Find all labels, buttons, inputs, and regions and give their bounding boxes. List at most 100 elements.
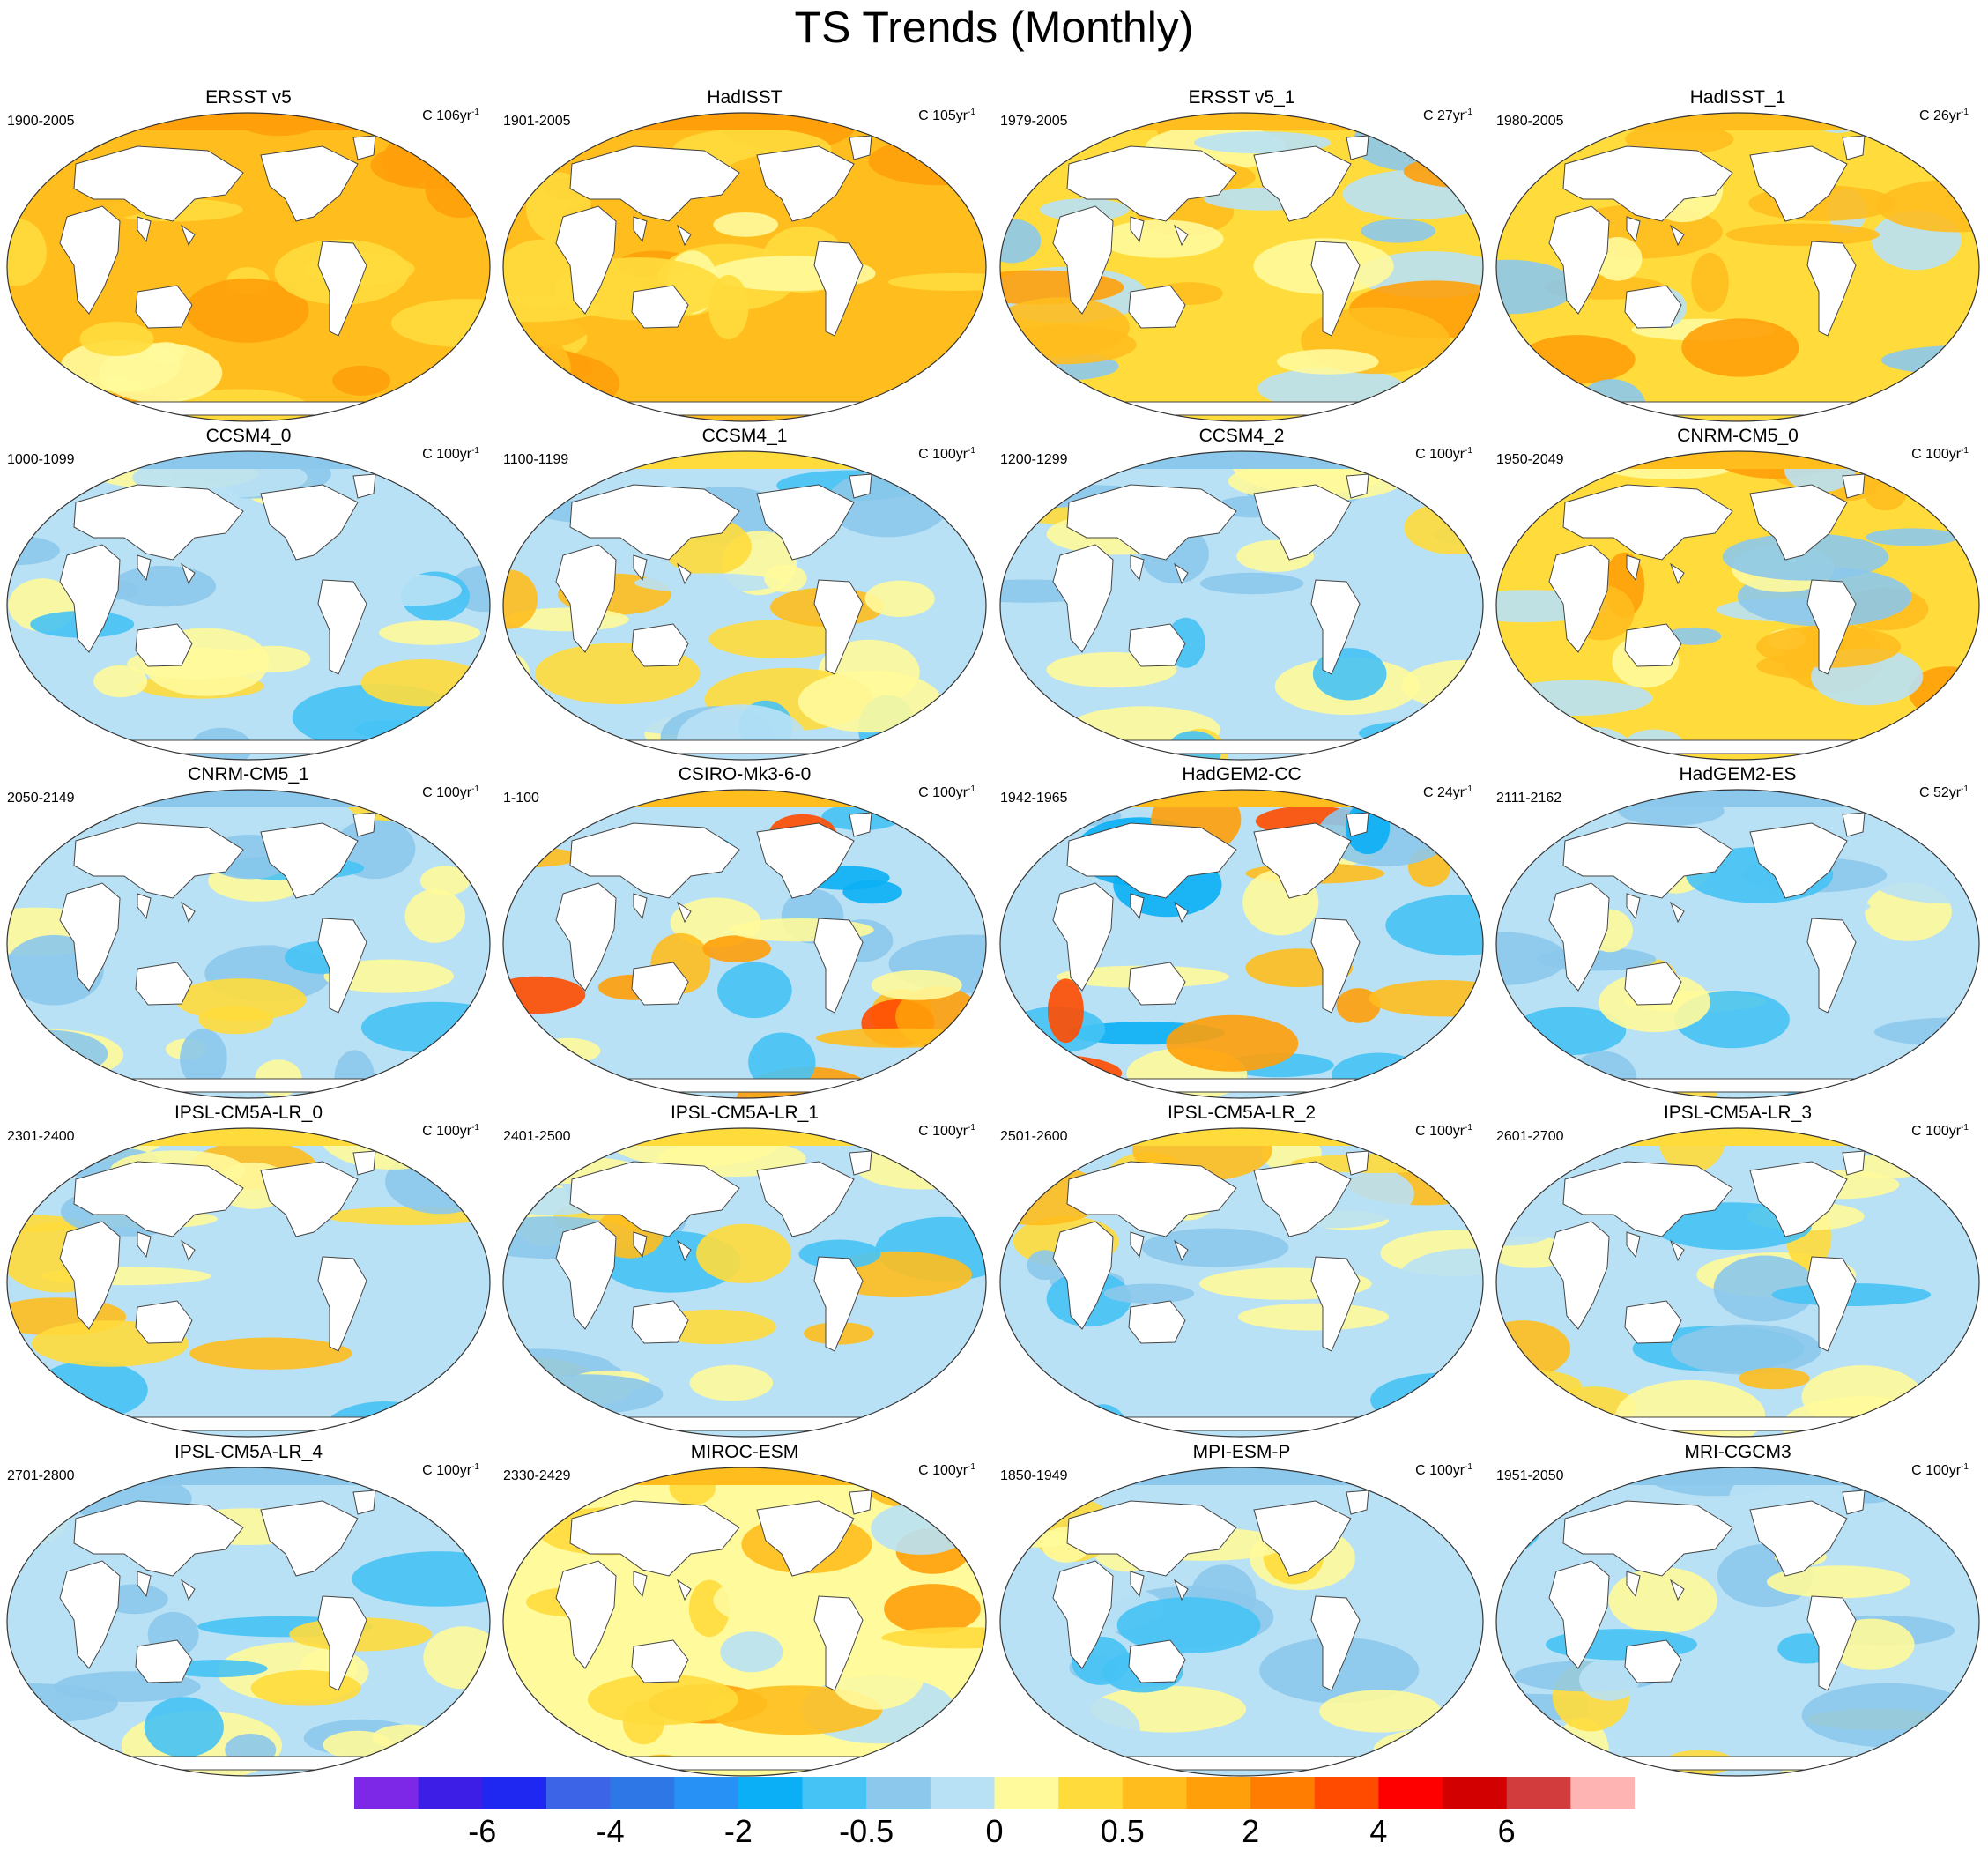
arctic-field <box>1000 790 1483 807</box>
trend-contour <box>1099 219 1224 258</box>
trend-contour <box>1496 1467 1594 1507</box>
panel-units-exponent: -1 <box>1465 108 1472 117</box>
colorbar-swatch <box>1378 1777 1443 1809</box>
panel-units-text: C 105yr <box>918 108 968 123</box>
map-border <box>502 789 987 1099</box>
land-mass <box>1066 1500 1237 1577</box>
panel-period: 1980-2005 <box>1496 114 1564 129</box>
map-border <box>6 450 491 761</box>
world-map <box>1495 112 1980 422</box>
map-panel: HadISST_1 1980-2005 C 26yr-1 <box>1489 86 1986 426</box>
land-mass <box>181 901 196 924</box>
world-map <box>502 450 987 761</box>
land-mass <box>1749 1161 1848 1237</box>
colorbar-swatch <box>354 1777 419 1809</box>
panel-units: C 27yr-1 <box>1423 104 1472 125</box>
land-mass <box>137 554 152 582</box>
world-map <box>502 112 987 422</box>
panel-units-exponent: -1 <box>471 446 479 456</box>
land-mass <box>1842 135 1866 160</box>
panel-period: 1900-2005 <box>7 114 75 129</box>
colorbar-tick-label: -6 <box>468 1813 497 1849</box>
trend-contour <box>587 1674 738 1726</box>
map-border <box>502 450 987 761</box>
land-mass <box>1066 484 1237 561</box>
land-mass <box>57 1416 439 1431</box>
land-mass <box>756 1500 855 1577</box>
trend-contour <box>1035 1696 1140 1764</box>
panel-title: ERSST v5_1 <box>1188 87 1295 108</box>
panel-period: 2501-2600 <box>1000 1129 1068 1144</box>
world-map <box>999 1127 1484 1438</box>
arctic-field <box>7 1128 490 1146</box>
land-mass <box>677 562 692 585</box>
trend-contour <box>362 1497 483 1542</box>
trend-contour <box>1944 1467 1979 1514</box>
land-mass <box>555 205 617 315</box>
colorbar-swatch <box>802 1777 867 1809</box>
colorbar-tick-label: 0.5 <box>1100 1813 1145 1849</box>
panel-period: 1-100 <box>503 791 539 806</box>
panel-units: C 100yr-1 <box>918 442 975 464</box>
land-mass <box>813 1256 864 1352</box>
land-mass <box>352 135 376 160</box>
land-mass <box>1310 918 1361 1014</box>
panel-units-text: C 52yr <box>1918 785 1962 800</box>
land-mass <box>1626 893 1641 920</box>
land-mass <box>1548 882 1610 992</box>
land-mass <box>1346 1150 1369 1176</box>
land-mass <box>1806 241 1857 337</box>
land-mass <box>1050 1078 1432 1093</box>
land-mass <box>1346 473 1369 499</box>
panel-title: CSIRO-Mk3-6-0 <box>678 764 812 784</box>
land-mass <box>1130 554 1145 582</box>
trend-contour <box>706 1685 883 1735</box>
trend-contour <box>1725 223 1880 247</box>
land-mass <box>1128 285 1186 329</box>
panel-title: IPSL-CM5A-LR_1 <box>670 1103 820 1123</box>
world-map <box>502 1127 987 1438</box>
trend-contour <box>1713 1255 1816 1322</box>
panel-title: MPI-ESM-P <box>1192 1442 1291 1462</box>
map-panel: CCSM4_1 1100-1199 C 100yr-1 <box>496 425 993 764</box>
trend-contour <box>418 271 479 298</box>
land-mass <box>677 1239 692 1262</box>
trend-contour <box>1398 1248 1483 1309</box>
trend-contour <box>1866 528 1959 546</box>
trend-contour <box>323 1730 393 1759</box>
panel-units-text: C 100yr <box>918 785 968 800</box>
panel-title: IPSL-CM5A-LR_2 <box>1167 1103 1317 1123</box>
panel-units: C 100yr-1 <box>1415 442 1472 464</box>
land-mass <box>677 224 692 247</box>
trend-contour <box>1199 572 1304 595</box>
trend-contour <box>430 113 490 152</box>
trend-contour <box>7 790 63 847</box>
land-mass <box>59 1560 121 1669</box>
land-mass <box>1050 1416 1432 1431</box>
trend-contour <box>437 393 489 421</box>
colorbar-swatch <box>482 1777 547 1809</box>
panel-period: 1979-2005 <box>1000 114 1068 129</box>
panel-units-exponent: -1 <box>968 784 975 794</box>
land-mass <box>1050 401 1432 416</box>
arctic-field <box>503 790 986 807</box>
trend-contour <box>1691 252 1729 313</box>
trend-contour <box>110 565 217 607</box>
trend-contour <box>1910 1078 1979 1098</box>
panel-title: CCSM4_0 <box>205 426 292 446</box>
map-border <box>502 112 987 422</box>
panel-title: HadGEM2-ES <box>1679 764 1797 784</box>
land-mass <box>1562 1161 1733 1237</box>
trend-contour <box>1116 1597 1261 1653</box>
panel-units-exponent: -1 <box>1961 108 1969 117</box>
land-mass <box>1547 1416 1928 1431</box>
panel-units: C 100yr-1 <box>1911 1119 1969 1140</box>
trend-contour <box>364 574 462 606</box>
world-map <box>6 450 491 761</box>
trend-contour <box>1103 1283 1195 1304</box>
arctic-field <box>7 790 490 807</box>
panel-units-exponent: -1 <box>1961 784 1969 794</box>
panel-units-text: C 100yr <box>918 1463 968 1478</box>
land-mass <box>1749 822 1848 899</box>
panel-units-exponent: -1 <box>968 1123 975 1133</box>
